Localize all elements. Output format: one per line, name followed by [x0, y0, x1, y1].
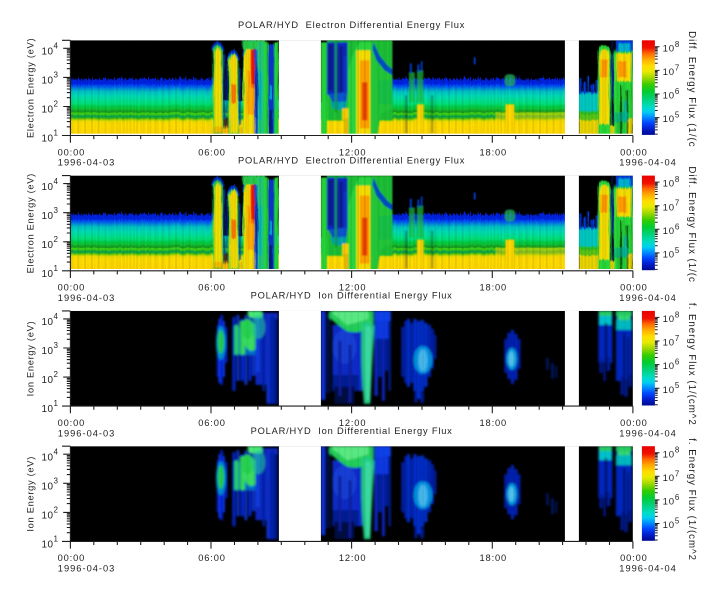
svg-text:00:00: 00:00 — [620, 283, 648, 293]
svg-text:1996-04-04: 1996-04-04 — [619, 564, 677, 574]
svg-text:f. Energy Flux (1/(cm^2-: f. Energy Flux (1/(cm^2- — [686, 303, 697, 430]
svg-text:06:00: 06:00 — [198, 553, 226, 563]
svg-text:12:00: 12:00 — [339, 283, 367, 293]
svg-text:Ion Energy (eV): Ion Energy (eV) — [26, 456, 36, 532]
svg-text:00:00: 00:00 — [620, 418, 648, 428]
svg-text:06:00: 06:00 — [198, 283, 226, 293]
svg-text:1996-04-03: 1996-04-03 — [58, 158, 116, 168]
svg-text:18:00: 18:00 — [480, 553, 508, 563]
svg-text:1996-04-03: 1996-04-03 — [58, 293, 116, 303]
svg-text:POLAR/HYD Ion Differential En: POLAR/HYD Ion Differential Energy Flux — [251, 291, 453, 301]
svg-text:Ion Energy (eV): Ion Energy (eV) — [26, 321, 36, 397]
svg-text:06:00: 06:00 — [198, 418, 226, 428]
svg-text:f. Energy Flux (1/(cm^2-: f. Energy Flux (1/(cm^2- — [686, 438, 697, 565]
svg-text:12:00: 12:00 — [339, 418, 367, 428]
svg-text:POLAR/HYD Ion Differential En: POLAR/HYD Ion Differential Energy Flux — [251, 426, 453, 436]
svg-text:00:00: 00:00 — [58, 553, 86, 563]
svg-text:POLAR/HYD Electron Differenti: POLAR/HYD Electron Differential Energy F… — [238, 155, 465, 165]
svg-text:00:00: 00:00 — [58, 147, 86, 157]
svg-text:12:00: 12:00 — [339, 553, 367, 563]
svg-text:Diff. Energy Flux (1/(cm: Diff. Energy Flux (1/(cm — [686, 166, 697, 292]
svg-text:18:00: 18:00 — [480, 147, 508, 157]
svg-text:1996-04-03: 1996-04-03 — [58, 428, 116, 438]
svg-text:POLAR/HYD Electron Differenti: POLAR/HYD Electron Differential Energy F… — [238, 20, 465, 30]
svg-text:1996-04-04: 1996-04-04 — [619, 293, 677, 303]
svg-text:12:00: 12:00 — [339, 147, 367, 157]
svg-text:1996-04-04: 1996-04-04 — [619, 428, 677, 438]
svg-text:00:00: 00:00 — [58, 283, 86, 293]
svg-text:00:00: 00:00 — [620, 147, 648, 157]
svg-text:18:00: 18:00 — [480, 418, 508, 428]
svg-text:18:00: 18:00 — [480, 283, 508, 293]
svg-text:Diff. Energy Flux (1/(cm: Diff. Energy Flux (1/(cm — [686, 31, 697, 157]
svg-text:1996-04-03: 1996-04-03 — [58, 564, 116, 574]
svg-text:Electron Energy (eV): Electron Energy (eV) — [26, 38, 36, 138]
svg-text:06:00: 06:00 — [198, 147, 226, 157]
svg-text:00:00: 00:00 — [620, 553, 648, 563]
svg-text:Electron Energy (eV): Electron Energy (eV) — [26, 173, 36, 273]
svg-text:00:00: 00:00 — [58, 418, 86, 428]
svg-text:1996-04-04: 1996-04-04 — [619, 158, 677, 168]
